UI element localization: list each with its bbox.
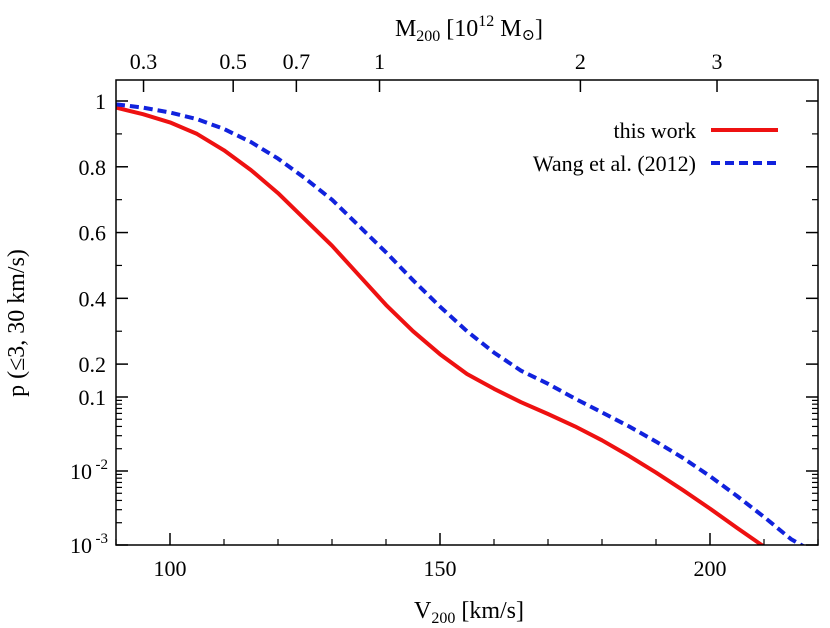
y-log-tick-label-0: 10 [70,459,92,484]
series-line-0 [116,105,766,545]
top-axis-label: M200 [1012 M⊙] [395,13,543,45]
top-tick-label-0: 0.3 [130,49,158,74]
top-tick-label-1: 0.5 [219,49,247,74]
y-log-tick-exp-0: -2 [96,457,109,473]
y-tick-label-0: 1 [95,89,106,114]
y-tick-label-3: 0.4 [79,286,107,311]
y-tick-label-1: 0.8 [79,155,107,180]
x-axis-label: V200 [km/s] [414,598,524,627]
y-tick-label-2: 0.6 [79,221,107,246]
legend-label-wang: Wang et al. (2012) [533,151,696,176]
legend: this work Wang et al. (2012) [533,118,778,176]
x-tick-label-1: 150 [424,556,457,581]
top-tick-label-3: 1 [374,49,385,74]
legend-label-this-work: this work [614,118,697,143]
y-axis-label: p (≤3, 30 km/s) [4,249,30,397]
top-tick-label-4: 2 [575,49,586,74]
plot-frame [115,79,819,546]
y-tick-label-4: 0.2 [79,352,107,377]
top-tick-label-5: 3 [712,49,723,74]
x-axis-label-subscript: 200 [431,610,455,627]
y-log-tick-label-1: 10 [70,533,92,558]
y-tick-label-5: 0.1 [79,385,107,410]
plot-curves [116,102,806,545]
top-tick-label-2: 0.7 [283,49,311,74]
series-line-1 [116,102,806,545]
x-tick-label-0: 100 [154,556,187,581]
x-tick-label-2: 200 [694,556,727,581]
y-log-tick-exp-1: -3 [96,531,109,547]
